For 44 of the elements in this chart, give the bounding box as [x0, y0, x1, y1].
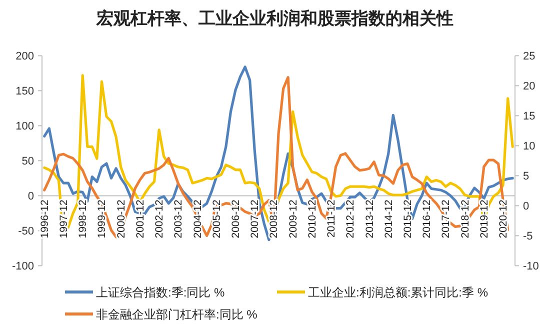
x-tick-label: 2019-12 — [478, 200, 490, 238]
y-tick-label: -100 — [12, 260, 34, 273]
x-tick-label: 1998-12 — [77, 200, 90, 238]
y-tick-label: 150 — [16, 86, 34, 98]
y2-tick-label: 5 — [523, 170, 530, 183]
y-tick-label: 100 — [16, 120, 34, 133]
y2-tick-label: 20 — [523, 80, 536, 93]
x-tick-label: 2001-12 — [134, 200, 146, 238]
x-tick-label: 2017-12 — [440, 200, 452, 238]
y2-tick-label: -5 — [523, 230, 533, 243]
x-tick-label: 2008-12 — [268, 200, 280, 238]
x-tick-label: 2009-12 — [287, 200, 300, 238]
y-tick-label: -50 — [18, 226, 34, 238]
x-tick-label: 1997-12 — [58, 200, 70, 238]
legend-label: 上证综合指数:季:同比 % — [96, 286, 225, 300]
x-tick-label: 2004-12 — [192, 200, 204, 238]
x-tick-label: 2014-12 — [382, 200, 395, 238]
x-tick-label: 2003-12 — [172, 200, 185, 238]
x-tick-label: 2020-12 — [498, 200, 510, 238]
y2-tick-label: -10 — [523, 260, 539, 273]
x-tick-label: 1996-12 — [38, 200, 51, 238]
x-tick-label: 2005-12 — [210, 200, 223, 238]
x-tick-label: 2018-12 — [459, 200, 472, 238]
y-tick-label: 50 — [22, 156, 34, 168]
x-tick-label: 2016-12 — [421, 200, 434, 238]
y-tick-label: 0 — [28, 190, 34, 203]
y2-tick-label: 10 — [523, 140, 536, 153]
x-tick-label: 2011-12 — [326, 200, 338, 238]
x-tick-label: 2013-12 — [364, 200, 376, 238]
x-tick-label: 2010-12 — [306, 200, 318, 238]
x-tick-label: 2015-12 — [402, 200, 414, 238]
x-tick-label: 2002-12 — [154, 200, 166, 238]
x-tick-label: 2006-12 — [230, 200, 242, 238]
y2-tick-label: 25 — [523, 50, 536, 63]
y2-tick-label: 15 — [523, 110, 536, 123]
y-tick-label: 200 — [16, 50, 34, 63]
x-tick-label: 2000-12 — [115, 200, 128, 238]
x-tick-label: 1999-12 — [96, 200, 108, 238]
title: 宏观杠杆率、工业企业利润和股票指数的相关性 — [96, 9, 454, 28]
y2-tick-label: 0 — [523, 200, 530, 213]
legend-label: 工业企业:利润总额:累计同比:季 % — [308, 286, 488, 300]
x-tick-label: 2007-12 — [249, 200, 262, 238]
x-tick-label: 2012-12 — [344, 200, 357, 238]
legend-label: 非金融企业部门杠杆率:同比 % — [96, 308, 258, 322]
